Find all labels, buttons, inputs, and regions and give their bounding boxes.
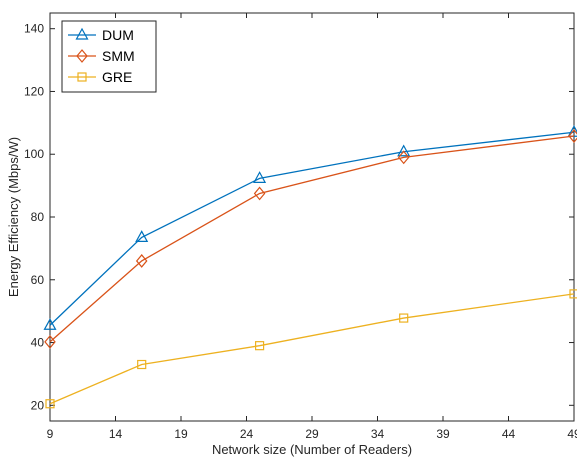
x-tick-label: 29 xyxy=(305,427,319,441)
x-tick-label: 34 xyxy=(371,427,385,441)
data-point-smm xyxy=(44,334,56,349)
x-tick-label: 9 xyxy=(47,427,54,441)
data-point-smm xyxy=(253,186,266,201)
data-point-gre xyxy=(45,399,55,409)
y-axis-label: Energy Efficiency (Mbps/W) xyxy=(6,137,21,297)
data-point-dum xyxy=(135,230,149,242)
y-tick-label: 80 xyxy=(31,210,45,224)
legend-marker-dum xyxy=(75,27,89,40)
x-tick-label: 19 xyxy=(174,427,188,441)
data-point-dum xyxy=(397,144,411,157)
x-axis: 9 14 19 24 29 34 39 44 49 xyxy=(47,13,577,441)
y-tick-label: 40 xyxy=(31,336,45,350)
data-point-gre xyxy=(399,313,409,323)
y-tick-label: 120 xyxy=(24,84,44,98)
data-point-gre xyxy=(255,341,265,351)
y-tick-label: 20 xyxy=(31,398,45,412)
series-gre xyxy=(45,289,577,409)
legend-marker-smm xyxy=(76,49,88,63)
data-point-gre xyxy=(569,289,577,299)
legend-label-smm: SMM xyxy=(102,48,135,64)
y-tick-label: 100 xyxy=(24,147,44,161)
data-point-dum xyxy=(253,171,267,183)
x-axis-label: Network size (Number of Readers) xyxy=(212,442,412,457)
legend-label-gre: GRE xyxy=(102,69,132,85)
x-tick-label: 39 xyxy=(436,427,450,441)
y-axis: 20 40 60 80 100 120 140 xyxy=(24,22,574,412)
series-layer xyxy=(43,125,577,409)
series-line-smm xyxy=(49,135,575,343)
x-tick-label: 44 xyxy=(502,427,516,441)
legend-item-gre: GRE xyxy=(68,69,132,85)
series-dum xyxy=(43,125,577,330)
legend-item-dum: DUM xyxy=(68,27,134,43)
legend-marker-gre xyxy=(77,72,87,82)
data-point-gre xyxy=(137,359,147,370)
data-point-dum xyxy=(43,318,57,330)
y-tick-label: 60 xyxy=(31,273,45,287)
series-line-dum xyxy=(49,131,575,326)
legend: DUM SMM GRE xyxy=(61,20,157,93)
y-tick-label: 140 xyxy=(24,22,44,36)
data-point-smm xyxy=(135,254,148,268)
x-tick-label: 24 xyxy=(240,427,254,441)
legend-label-dum: DUM xyxy=(102,27,134,43)
data-point-smm xyxy=(568,129,577,143)
series-smm xyxy=(44,129,577,349)
x-tick-label: 14 xyxy=(109,427,123,441)
x-tick-label: 49 xyxy=(567,427,577,441)
series-line-gre xyxy=(49,293,575,405)
legend-item-smm: SMM xyxy=(68,48,135,64)
data-point-smm xyxy=(397,150,410,165)
